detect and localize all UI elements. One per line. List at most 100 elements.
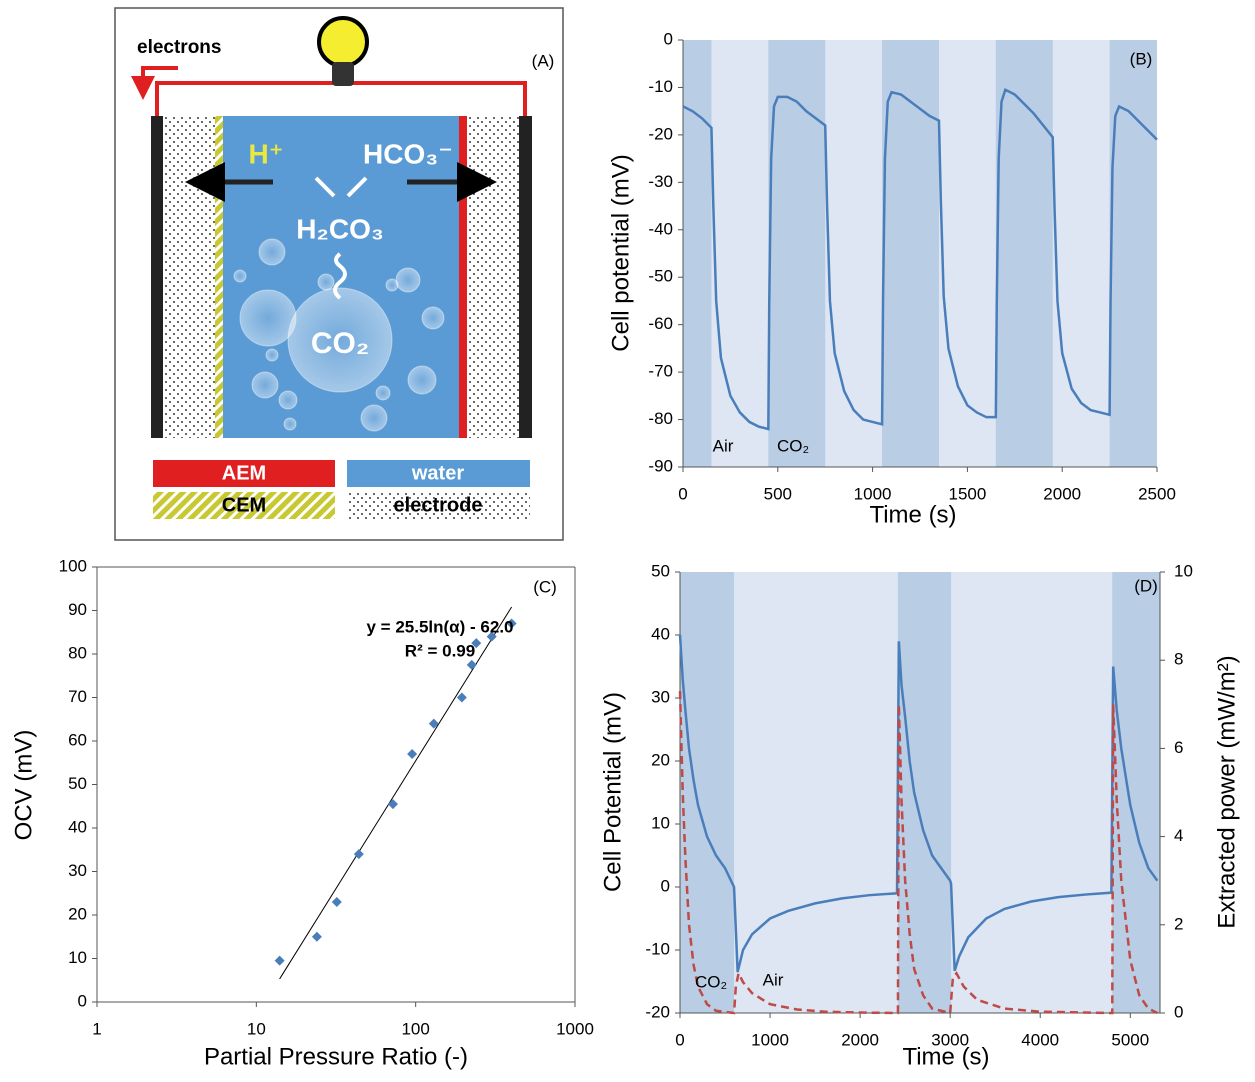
data-point (466, 659, 477, 670)
panel-label: (A) (532, 51, 555, 70)
y-tick-label: -40 (648, 219, 673, 238)
panel-label: (B) (1130, 49, 1153, 68)
y-tick-label: -20 (648, 124, 673, 143)
x-tick-label: 1000 (854, 484, 892, 503)
y2-tick-label: 4 (1174, 826, 1183, 845)
y-tick-label: 40 (68, 817, 87, 836)
y-tick-label: 20 (651, 750, 670, 769)
y-tick-label: 0 (78, 991, 87, 1010)
cem (215, 116, 223, 438)
y-tick-label: -10 (645, 939, 670, 958)
co2-label: CO₂ (311, 327, 369, 360)
y-tick-label: 60 (68, 730, 87, 749)
legend-label: CEM (222, 494, 266, 516)
x-tick-label: 1000 (556, 1019, 594, 1038)
annotation: R² = 0.99 (405, 641, 475, 660)
y-tick-label: -20 (645, 1002, 670, 1021)
x-tick-label: 1000 (751, 1030, 789, 1049)
y-tick-label: 100 (59, 556, 87, 575)
bulb (317, 16, 369, 86)
data-point (506, 618, 517, 629)
y2-tick-label: 8 (1174, 650, 1183, 669)
data-line (678, 691, 1158, 1015)
data-line (678, 634, 1159, 973)
x-tick-label: 2000 (841, 1030, 879, 1049)
x-tick-label: 1 (92, 1019, 101, 1038)
data-point (353, 849, 364, 860)
legend-swatch (347, 460, 530, 487)
y-tick-label: -10 (648, 77, 673, 96)
x-tick-label: 500 (764, 484, 792, 503)
legend-label: water (411, 462, 464, 484)
bubbles (233, 238, 445, 432)
wavy-arrow (333, 252, 347, 300)
split-arrows (314, 176, 368, 198)
x-tick-label: 2500 (1138, 484, 1176, 503)
x-axis-title: Partial Pressure Ratio (-) (204, 1043, 468, 1070)
shaded-band (897, 572, 952, 1013)
y-tick-label: 40 (651, 624, 670, 643)
panel-a: electrons (A) H⁺ HCO₃⁻ H₂CO₃ CO₂ AEM wat… (114, 7, 564, 541)
legend-swatch (347, 492, 530, 519)
y-tick-label: 80 (68, 643, 87, 662)
y-tick-label: 0 (661, 876, 670, 895)
x-tick-label: 1500 (948, 484, 986, 503)
legend-swatch (153, 460, 335, 487)
aem (459, 116, 467, 438)
x-tick-label: 10 (247, 1019, 266, 1038)
panel-label: (D) (1134, 576, 1158, 595)
annotation: CO₂ (695, 972, 727, 991)
electron-arrow (131, 66, 178, 100)
x-tick-label: 0 (678, 484, 687, 503)
proton-label: H⁺ (249, 138, 284, 169)
panel-label: (C) (533, 577, 557, 596)
shaded-band (1112, 572, 1160, 1013)
legend-swatch (153, 492, 335, 519)
y2-axis-title: Extracted power (mW/m²) (1213, 655, 1240, 928)
shaded-band (1109, 40, 1157, 467)
shaded-band (882, 40, 939, 467)
electrode-porous (163, 116, 215, 438)
shaded-band (995, 40, 1053, 467)
y2-tick-label: 10 (1174, 561, 1193, 580)
electrode (151, 116, 163, 438)
trendline (279, 606, 513, 980)
x-axis-title: Time (s) (902, 1043, 989, 1070)
annotation: Air (713, 436, 734, 455)
y-axis-title: OCV (mV) (10, 730, 37, 841)
y2-tick-label: 2 (1174, 914, 1183, 933)
shaded-band (683, 40, 712, 467)
data-point (456, 692, 467, 703)
y-tick-label: -80 (648, 409, 673, 428)
carbonic-acid-label: H₂CO₃ (296, 213, 384, 244)
y-tick-label: -50 (648, 267, 673, 286)
y-tick-label: 70 (68, 687, 87, 706)
y-tick-label: 90 (68, 600, 87, 619)
x-tick-label: 2000 (1043, 484, 1081, 503)
y-tick-label: -60 (648, 314, 673, 333)
y-axis-title: Cell potential (mV) (607, 154, 634, 351)
y-axis-title: Cell Potential (mV) (599, 692, 626, 892)
data-point (387, 799, 398, 810)
data-point (331, 896, 342, 907)
data-point (274, 955, 285, 966)
legend-label: AEM (222, 462, 266, 484)
electrons-label: electrons (137, 37, 221, 58)
data-line (682, 88, 1158, 431)
annotation: Air (763, 970, 784, 989)
y-tick-label: -30 (648, 172, 673, 191)
y-tick-label: 50 (68, 774, 87, 793)
y2-tick-label: 0 (1174, 1002, 1183, 1021)
y-tick-label: 10 (651, 813, 670, 832)
y-tick-label: -90 (648, 456, 673, 475)
y-tick-label: -70 (648, 362, 673, 381)
shaded-band (680, 572, 735, 1013)
x-tick-label: 0 (675, 1030, 684, 1049)
data-point (311, 931, 322, 942)
data-point (428, 718, 439, 729)
annotation: CO₂ (777, 436, 809, 455)
y-tick-label: 10 (68, 948, 87, 967)
data-point (486, 631, 497, 642)
bicarbonate-label: HCO₃⁻ (363, 138, 453, 169)
annotation: y = 25.5ln(α) - 62.0 (367, 617, 514, 636)
